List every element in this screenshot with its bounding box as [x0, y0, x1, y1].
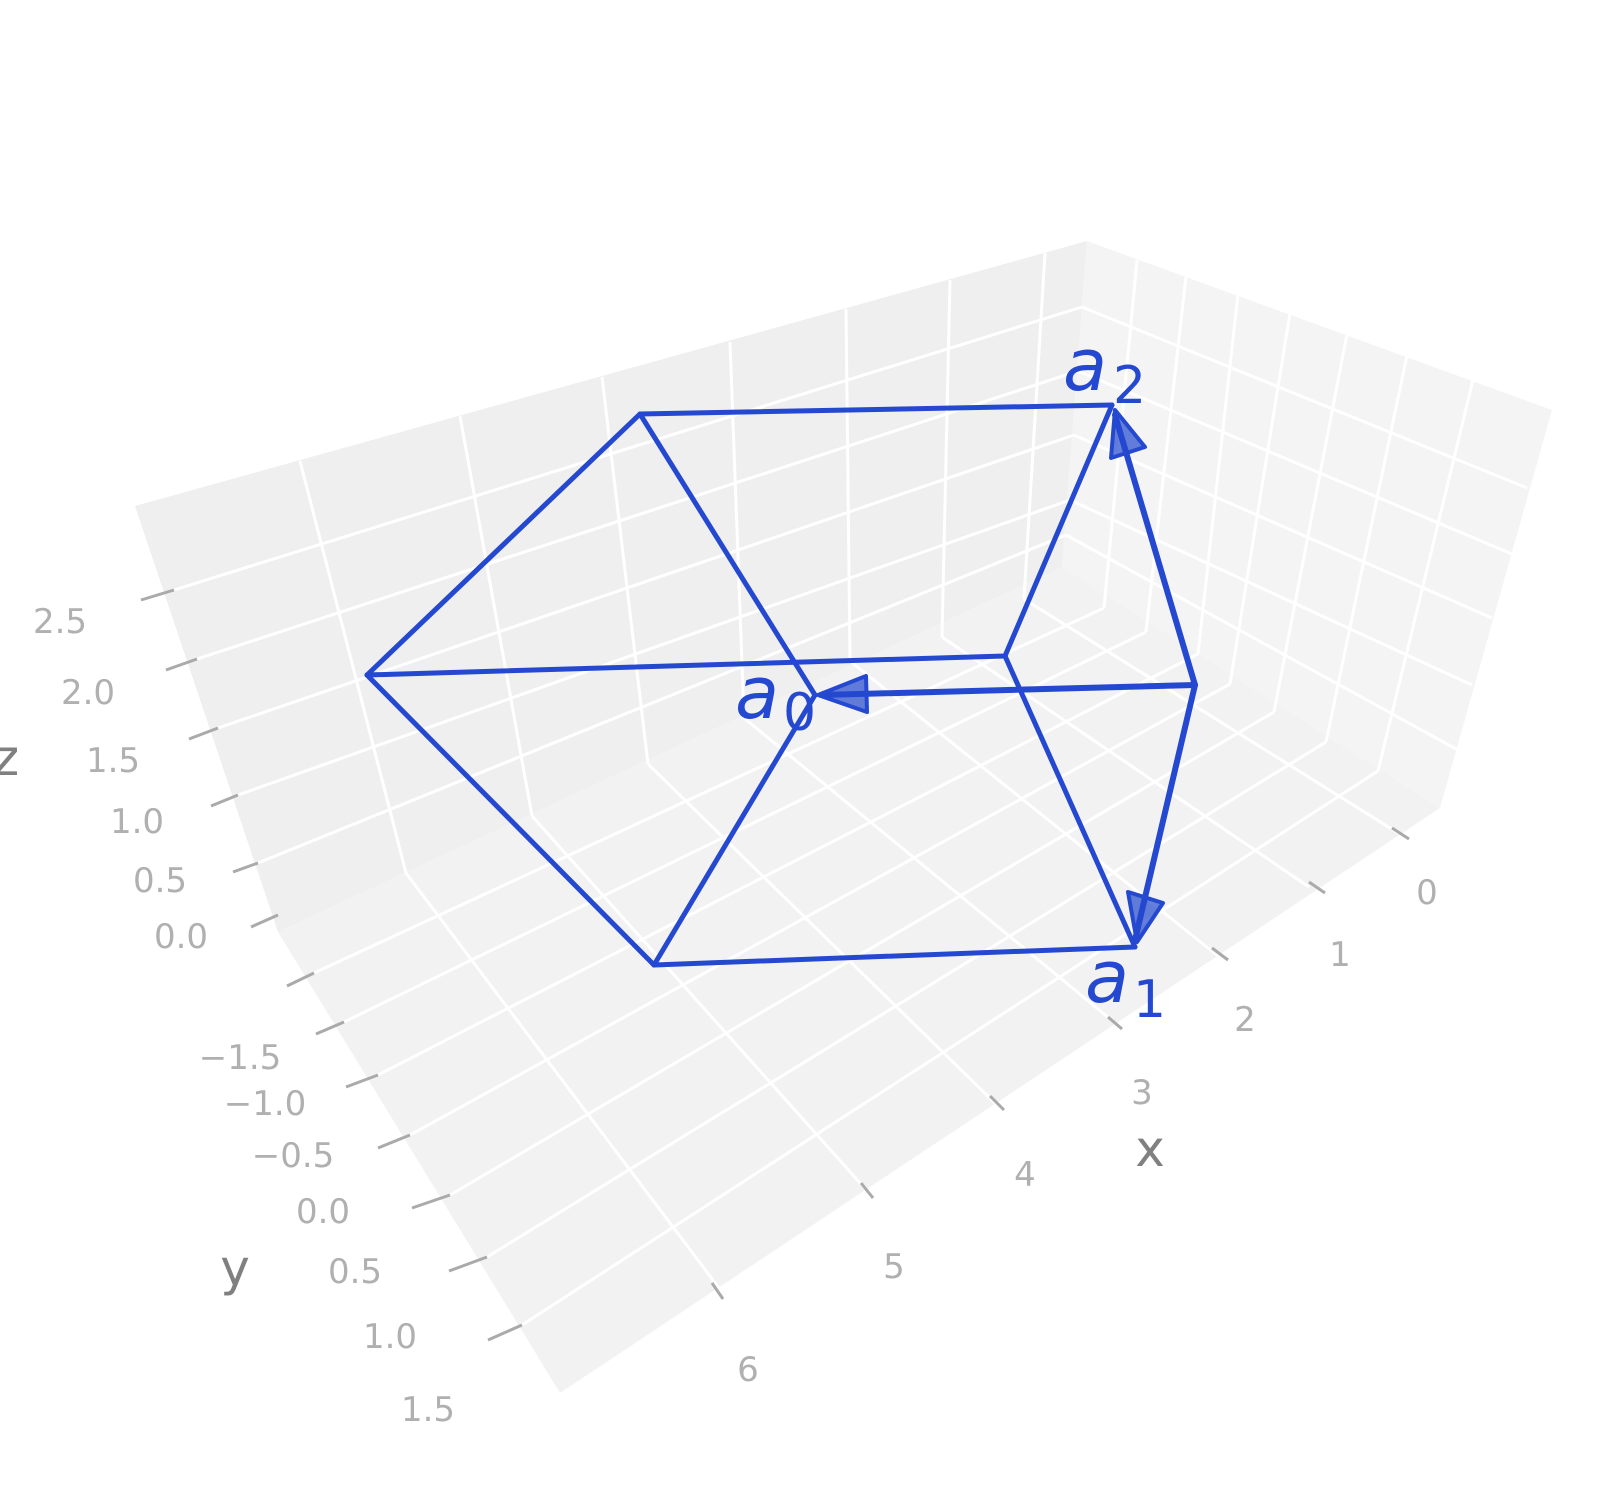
- vector-label-sub: 2: [1113, 356, 1146, 416]
- floor-pane: [278, 567, 1440, 1393]
- y-tick-label: 0.5: [328, 1252, 382, 1292]
- z-tick-label: 0.0: [154, 917, 208, 957]
- vector-a1-label: a 1: [1085, 935, 1166, 1030]
- x-tick-label: 4: [1014, 1155, 1036, 1195]
- edge: [1002, 402, 1115, 659]
- y-tick-label: 1.5: [401, 1390, 455, 1430]
- vector-a2-label: a 2: [1063, 323, 1146, 416]
- vector-label-main: a: [735, 651, 779, 735]
- vector-label-main: a: [1063, 323, 1107, 407]
- edge: [364, 653, 1008, 678]
- vector-label-sub: 0: [783, 683, 816, 743]
- y-axis-label: y: [220, 1239, 250, 1297]
- vector-a0-arrowhead: [816, 674, 869, 714]
- y-tick-label: −1.0: [224, 1084, 307, 1124]
- edge: [1002, 653, 1138, 950]
- vector-a0-label: a 0: [735, 651, 816, 743]
- vector-a2-arrowhead: [1109, 408, 1147, 460]
- x-tick-labels: 0 1 2 3 4 5 6: [737, 873, 1438, 1390]
- edge: [364, 411, 643, 678]
- vector-label-main: a: [1085, 935, 1129, 1019]
- edge: [651, 944, 1138, 968]
- z-tick-label: 2.0: [61, 673, 115, 713]
- edge: [364, 672, 657, 968]
- y-tick-label: −0.5: [252, 1136, 335, 1176]
- y-tick-labels: −1.5 −1.0 −0.5 0.0 0.5 1.0 1.5: [199, 1038, 455, 1430]
- x-axis-label: x: [1135, 1120, 1165, 1178]
- grid: [173, 252, 1528, 1327]
- edge: [637, 402, 1115, 417]
- x-tick-label: 6: [737, 1350, 759, 1390]
- x-tick-label: 3: [1131, 1073, 1153, 1113]
- edge: [651, 692, 818, 968]
- edge: [637, 411, 818, 698]
- cell-edges: [364, 402, 1138, 968]
- vector-a0-shaft: [819, 682, 1198, 698]
- x-tick-label: 5: [883, 1247, 905, 1287]
- tick-marks: [140, 588, 1410, 1342]
- x-tick-label: 1: [1329, 935, 1351, 975]
- back-pane: [135, 241, 1087, 932]
- z-tick-label: 1.0: [110, 802, 164, 842]
- arrowheads: [816, 408, 1165, 944]
- z-tick-label: 0.5: [133, 861, 187, 901]
- y-tick-label: 0.0: [296, 1192, 350, 1232]
- z-tick-label: 1.5: [86, 741, 140, 781]
- x-tick-label: 2: [1234, 1000, 1256, 1040]
- vector-label-sub: 1: [1133, 970, 1166, 1030]
- z-axis-label: z: [0, 729, 19, 787]
- x-tick-label: 0: [1416, 873, 1438, 913]
- z-tick-labels: 2.5 2.0 1.5 1.0 0.5 0.0: [33, 602, 208, 957]
- vector-a2-shaft: [1112, 412, 1198, 688]
- vector-a1-arrowhead: [1126, 890, 1165, 944]
- y-tick-label: −1.5: [199, 1038, 282, 1078]
- y-tick-label: 1.0: [363, 1317, 417, 1357]
- z-tick-label: 2.5: [33, 602, 87, 642]
